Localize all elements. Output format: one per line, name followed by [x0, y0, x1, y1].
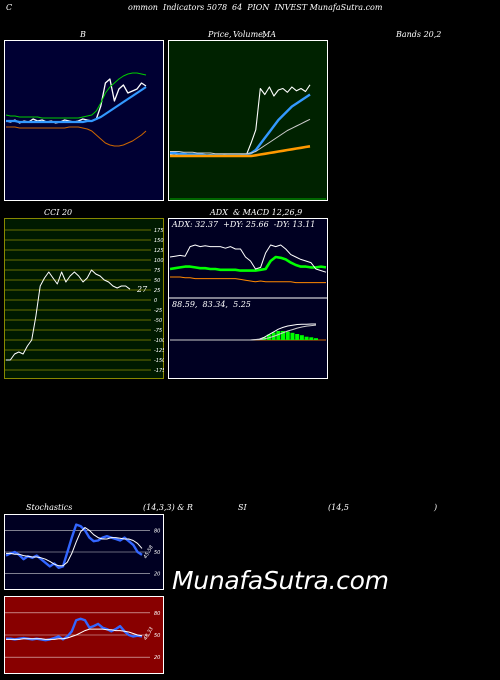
cci-tick-label: 75	[154, 268, 160, 274]
price-ma-panel	[168, 40, 328, 201]
adx-values: ADX: 32.37 +DY: 25.66 -DY: 13.11	[172, 220, 316, 229]
watermark: MunafaSutra.com	[172, 566, 389, 595]
panel-background	[4, 218, 164, 379]
cci-tick-label: 125	[154, 248, 164, 254]
macd-histogram-bar	[295, 334, 300, 340]
macd-histogram-bar	[285, 331, 290, 340]
cci-tick-label: 25	[154, 288, 160, 294]
cci-tick-label: -100	[154, 338, 164, 344]
cci-tick-label: -150	[154, 358, 164, 364]
header-symbol: 64 PION INVEST MunafaSutra.com	[232, 3, 383, 12]
macd-histogram-bar	[290, 332, 295, 340]
rsi-label: SI	[238, 503, 247, 512]
osc-tick-label: 20	[154, 572, 160, 578]
cci-tick-label: -50	[154, 318, 162, 324]
cci-tick-label: -125	[154, 348, 164, 354]
header-indicators: ommon Indicators 5078	[128, 3, 228, 12]
stoch-params: (14,3,3) & R	[143, 503, 193, 512]
bollinger-lower-line	[6, 126, 147, 147]
osc-tick-label: 80	[154, 528, 160, 534]
stoch-label: Stochastics	[26, 503, 73, 512]
cci-tick-label: 175	[154, 228, 164, 234]
bollinger-ma-line	[6, 86, 147, 124]
price-ma-mid-line	[170, 118, 311, 155]
macd-histogram-bar	[314, 338, 318, 340]
bollinger-panel	[4, 40, 164, 201]
cci-tick-label: 50	[154, 278, 160, 284]
cci-label: CCI 20	[44, 208, 73, 217]
adx-macd-panel	[168, 218, 328, 379]
osc-tick-label: 20	[154, 655, 160, 661]
adx-minus-di-line	[170, 276, 326, 284]
adx-plus-di-line	[169, 244, 327, 273]
macd-signal-line	[170, 324, 317, 341]
bollinger-upper-line	[5, 72, 147, 119]
bands-label: Bands 20,2	[396, 30, 442, 39]
header-left: C	[6, 3, 13, 12]
cci-last-value: 27	[136, 285, 148, 294]
cci-panel: 175 150 125 100 75 50 25 0 -25 -50 -75 -100 -125 -150…	[4, 218, 164, 379]
cci-tick-label: 0	[154, 298, 157, 304]
cci-tick-label: 150	[154, 238, 164, 244]
macd-histogram-bar	[299, 335, 304, 340]
macd-values: 88.59, 83.34, 5.25	[172, 300, 251, 309]
cci-line	[6, 269, 131, 361]
macd-histogram-bar	[281, 331, 286, 340]
panel-background	[4, 40, 164, 201]
adx-macd-label: ADX & MACD 12,26,9	[210, 208, 303, 217]
ma-label: MA	[262, 30, 276, 39]
cci-tick-label: -175	[154, 368, 164, 374]
stochastics-panel: 80 50 20 45.58	[4, 514, 164, 590]
p-rsi-rsi-ma-line	[6, 628, 143, 640]
rsi-params: (14,5	[328, 503, 349, 512]
cci-tick-label: 100	[154, 258, 164, 264]
macd-histogram-bar	[304, 336, 309, 340]
osc-tick-label: 50	[154, 550, 160, 556]
cci-tick-label: -75	[154, 328, 162, 334]
panel-background	[168, 40, 328, 201]
rsi-close: )	[434, 503, 438, 512]
macd-histogram-bar	[276, 331, 281, 340]
macd-histogram-bar	[309, 337, 314, 340]
price-label: Price,	[208, 30, 232, 39]
cci-tick-label: -25	[154, 308, 162, 314]
osc-tick-label: 50	[154, 633, 160, 639]
bollinger-label: B	[80, 30, 86, 39]
osc-tick-label: 80	[154, 611, 160, 617]
volume-label: Volume,	[233, 30, 266, 39]
p-stoch-d-line	[6, 527, 143, 567]
price-ma-long-line	[170, 145, 311, 158]
rsi-panel: 80 50 20 48.33	[4, 596, 164, 674]
adx-adx-line	[169, 255, 327, 272]
